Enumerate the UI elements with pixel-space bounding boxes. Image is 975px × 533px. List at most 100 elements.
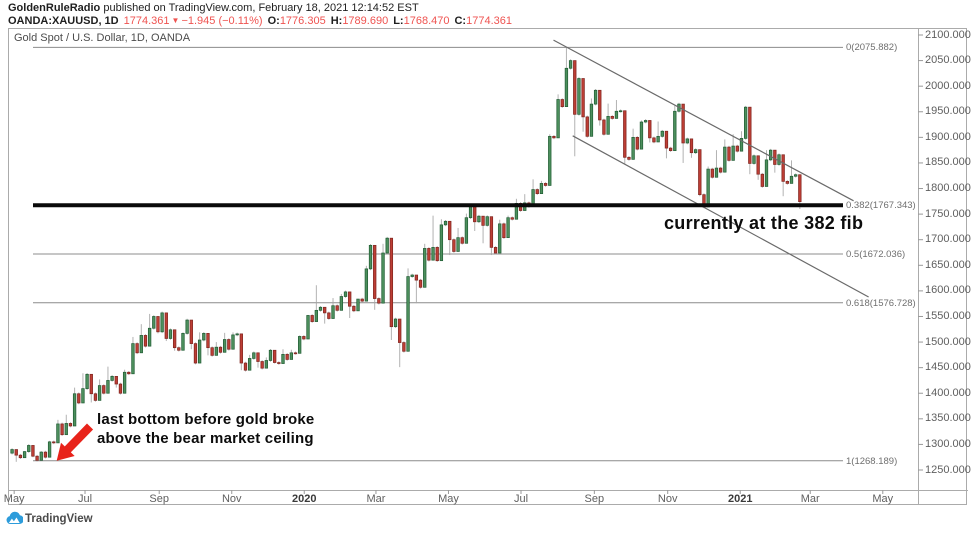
high-value: 1789.690	[342, 14, 389, 27]
candle-body	[331, 305, 335, 319]
candle-body	[339, 296, 344, 311]
candle-body	[489, 216, 494, 248]
price-tick-label: 1450.000	[925, 361, 971, 374]
candle-body	[389, 237, 394, 328]
candle-body	[452, 239, 456, 252]
tradingview-brand-text[interactable]: TradingView	[25, 513, 93, 525]
candle-body	[135, 343, 139, 354]
candle-body	[31, 445, 35, 457]
low-label: L:	[393, 14, 404, 27]
candle-body	[56, 423, 60, 444]
candle-body	[202, 333, 206, 341]
candle-body	[264, 360, 268, 369]
candle-body	[243, 362, 248, 371]
candle-body	[298, 336, 302, 354]
candle-body	[110, 375, 114, 381]
price-tick-label: 2000.000	[925, 79, 971, 92]
candle-body	[681, 103, 685, 144]
candle-body	[568, 60, 573, 69]
candle-body	[794, 174, 798, 177]
candle-body	[564, 67, 569, 108]
candle-body	[606, 116, 610, 135]
candle-body	[93, 393, 98, 401]
candle-body	[172, 329, 177, 349]
candle-body	[443, 220, 448, 226]
time-tick-label: Jul	[513, 493, 529, 505]
candle-body	[460, 237, 464, 244]
candle-body	[143, 335, 148, 347]
channel-trendline	[553, 39, 854, 202]
candle-body	[556, 99, 560, 139]
candle-body	[410, 274, 414, 277]
candle-body	[60, 423, 64, 436]
time-tick-label: Sep	[584, 493, 605, 505]
time-tick-label: Mar	[800, 493, 820, 505]
candle-body	[631, 137, 635, 160]
candle-body	[739, 138, 744, 152]
candle-body	[364, 268, 369, 302]
candle-body	[35, 455, 39, 461]
price-tick-label: 1750.000	[925, 207, 971, 220]
candle-body	[368, 244, 373, 270]
candle-body	[310, 315, 314, 322]
candle-body	[377, 298, 381, 304]
candle-body	[764, 159, 769, 187]
candle-body	[402, 342, 406, 352]
candle-body	[235, 333, 239, 336]
candle-body	[256, 352, 260, 362]
candle-body	[164, 312, 168, 339]
candle-body	[189, 319, 193, 344]
fib-level-label: 0(2075.882)	[846, 42, 898, 54]
chart-frame	[8, 28, 967, 505]
candle-body	[673, 110, 677, 152]
author-name: GoldenRuleRadio	[8, 2, 101, 14]
candle-body	[273, 349, 277, 363]
candle-body	[543, 183, 548, 186]
candle-body	[464, 217, 469, 244]
candle-body	[160, 312, 164, 333]
candle-body	[785, 181, 789, 184]
candle-body	[769, 149, 773, 161]
candle-body	[248, 358, 252, 371]
price-change: −1.945 (−0.11%)	[181, 14, 263, 27]
open-value: 1776.305	[279, 14, 326, 27]
publication-text: published on TradingView.com, February 1…	[100, 2, 419, 14]
candle-body	[223, 339, 227, 353]
time-tick-label: May	[872, 493, 894, 505]
candle-body	[81, 388, 85, 404]
candle-body	[685, 138, 689, 144]
price-tick-label: 1700.000	[925, 233, 971, 246]
time-tick-label: 2020	[292, 493, 317, 505]
candle-body	[481, 215, 485, 226]
candle-body	[752, 155, 756, 164]
candle-body	[593, 89, 598, 105]
candle-body	[468, 206, 473, 219]
candle-body	[168, 329, 173, 339]
candle-body	[268, 349, 273, 361]
candle-body	[118, 383, 123, 394]
candle-body	[477, 215, 481, 223]
open-label: O:	[267, 14, 280, 27]
symbol-ticker: OANDA:XAUUSD, 1D	[8, 14, 119, 27]
candle-body	[627, 156, 631, 160]
candle-body	[352, 305, 356, 312]
candle-body	[127, 371, 131, 375]
candle-body	[485, 216, 489, 226]
candle-body	[610, 116, 614, 119]
candle-body	[68, 423, 73, 427]
candle-body	[548, 135, 552, 186]
candle-body	[131, 343, 135, 375]
candle-body	[27, 445, 31, 452]
candle-body	[306, 315, 310, 340]
candle-body	[693, 149, 698, 154]
candle-body	[85, 373, 89, 389]
candle-body	[89, 373, 93, 395]
candle-body	[406, 276, 410, 352]
candle-body	[656, 135, 660, 143]
candle-body	[744, 106, 748, 139]
candle-body	[456, 237, 460, 252]
tradingview-logo-icon[interactable]	[5, 511, 23, 525]
time-tick-label: Nov	[657, 493, 678, 505]
